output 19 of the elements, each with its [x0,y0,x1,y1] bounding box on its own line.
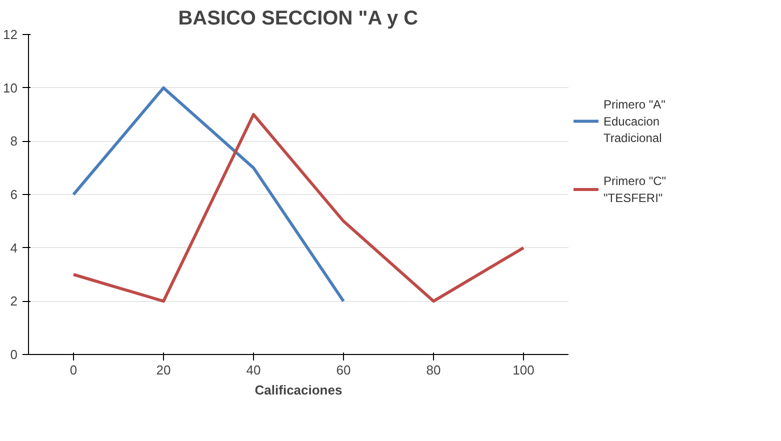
x-tick-label: 60 [336,362,351,378]
y-tick-label: 10 [3,80,18,96]
chart-title: BASICO SECCION "A y C [178,8,418,30]
x-tick-label: 40 [246,362,261,378]
y-tick-label: 2 [10,294,18,309]
x-tick-label: 80 [426,362,441,378]
y-tick-label: 6 [10,187,18,202]
line-series [72,113,525,303]
legend-label: Primero "C" "TESFERI" [604,174,666,205]
x-tick-label: 100 [512,362,534,378]
y-tick-label: 12 [3,27,18,42]
y-tick-label: 4 [10,240,18,256]
legend-label: Primero "A" Educacion Tradicional [604,98,666,146]
x-tick-label: 0 [70,362,78,378]
x-axis-title: Calificaciones [254,382,342,398]
y-tick-label: 0 [10,347,18,362]
line-series [72,86,345,303]
x-tick-label: 20 [156,362,171,378]
y-tick-label: 8 [10,134,18,149]
